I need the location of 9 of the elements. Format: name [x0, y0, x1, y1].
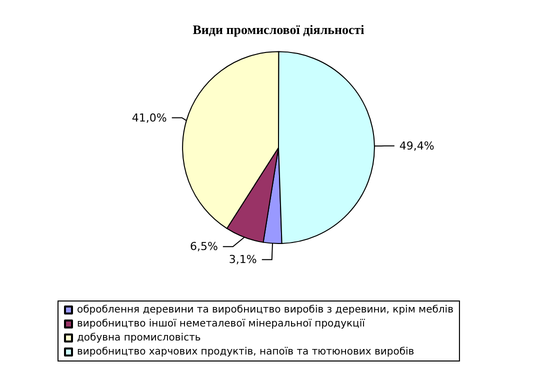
legend-label: виробництво харчових продуктів, напоїв та тютюнових виробів — [77, 346, 414, 358]
data-label: 6,5% — [190, 240, 218, 254]
legend-label: добувна промисловість — [77, 332, 201, 344]
data-label: 49,4% — [399, 139, 434, 152]
data-label: 3,1% — [228, 253, 257, 266]
data-label: 41,0% — [132, 111, 167, 124]
legend-label: виробництво іншої неметалевої мінеральної продукції — [77, 318, 366, 330]
legend-label: оброблення деревини та виробництво виробів з деревини, крім меблів — [77, 304, 454, 316]
chart-title: Види промислової діяльності — [192, 22, 365, 37]
